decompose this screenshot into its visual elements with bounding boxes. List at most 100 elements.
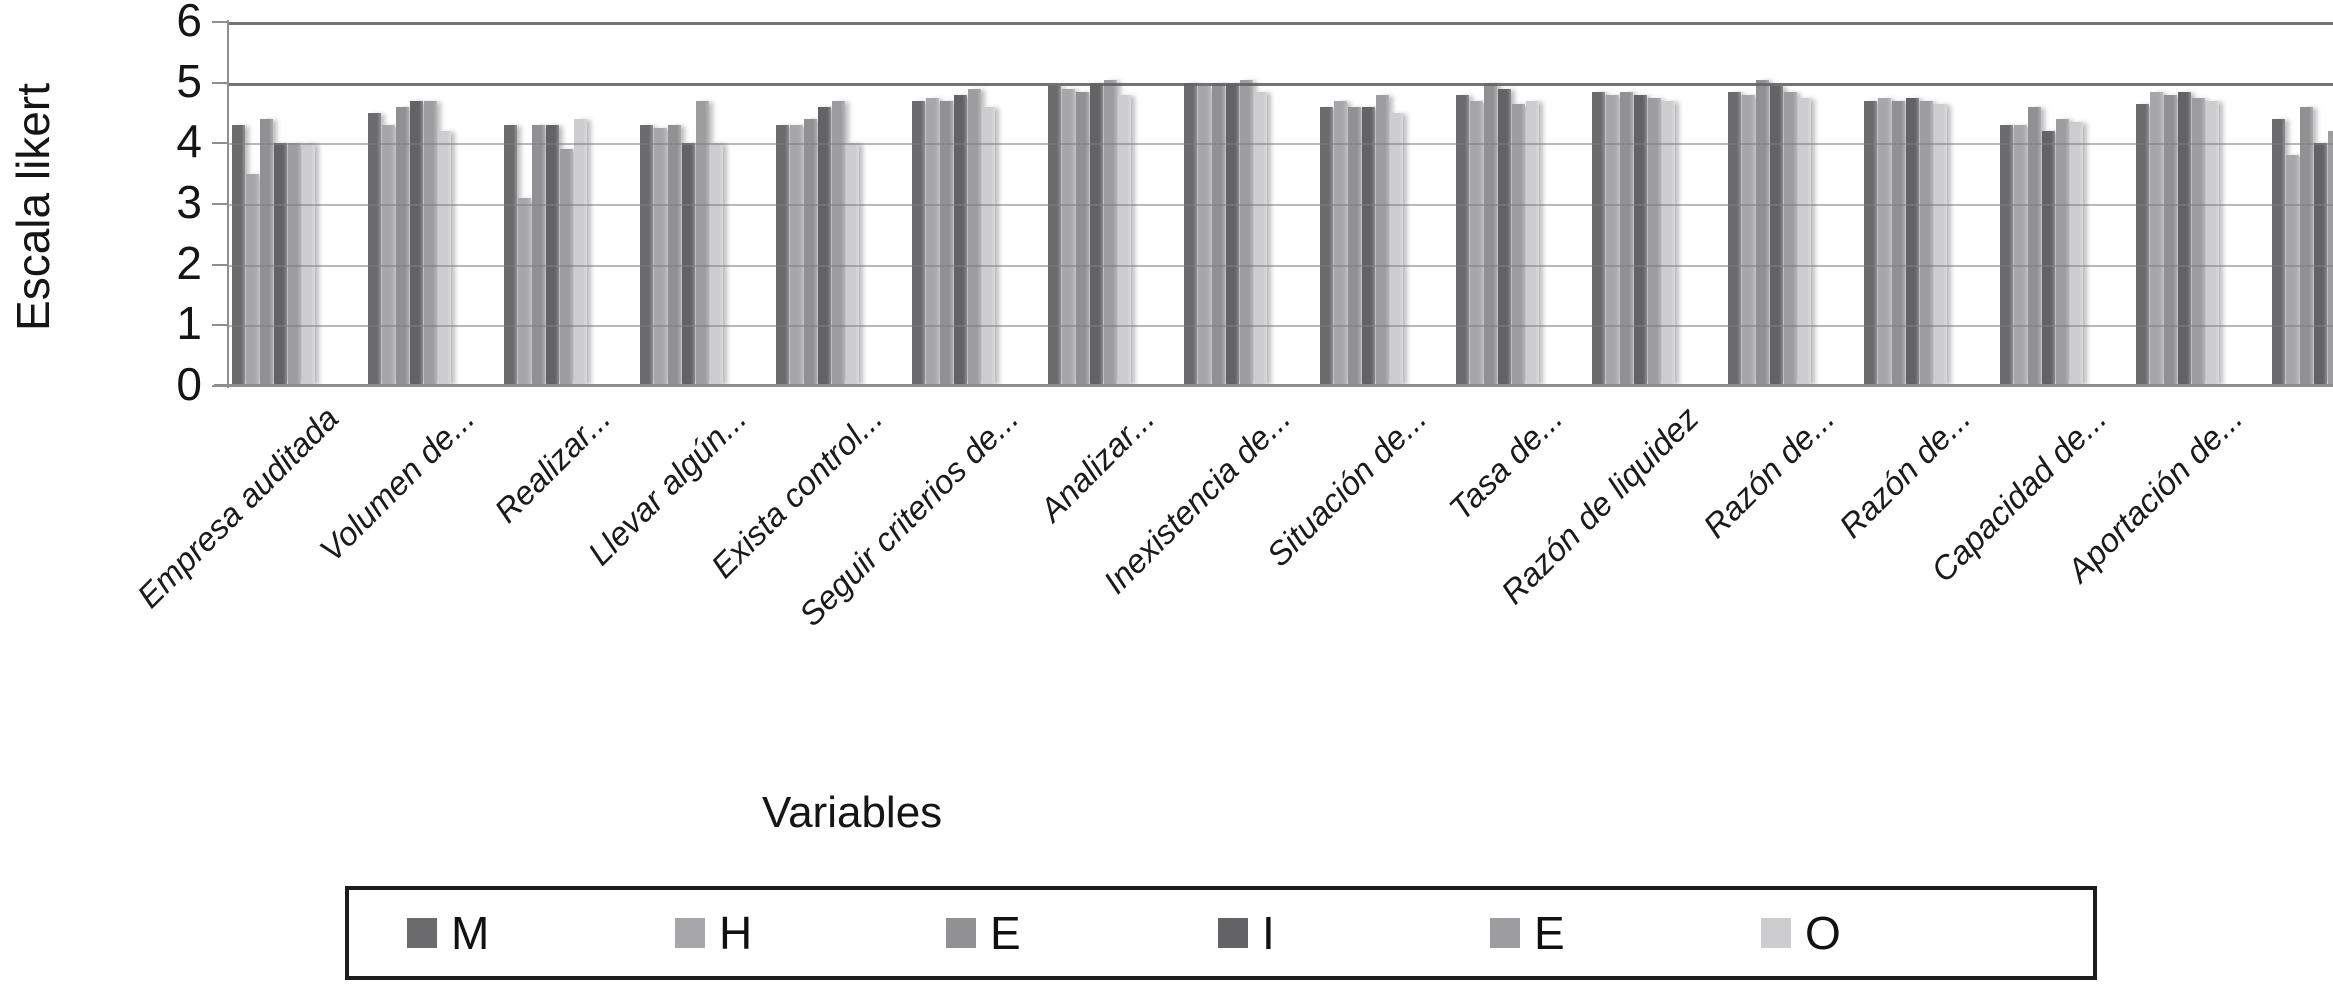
bar [804, 119, 817, 386]
bar [790, 125, 803, 386]
bar [1756, 79, 1769, 386]
bar [982, 106, 995, 386]
gridline [228, 143, 2333, 146]
y-tick-label: 3 [176, 176, 202, 228]
legend-item: H [675, 890, 895, 976]
gridline [228, 22, 2333, 25]
bar [396, 106, 409, 386]
legend-item: O [1761, 890, 1981, 976]
bar [696, 100, 709, 386]
bar [1118, 94, 1131, 386]
bar [1728, 91, 1741, 386]
bar [574, 119, 587, 386]
bar [260, 119, 273, 386]
bar [2178, 91, 2191, 386]
bar [504, 125, 517, 386]
legend-label: H [719, 907, 753, 959]
legend-swatch [1490, 918, 1520, 948]
legend-swatch [407, 918, 437, 948]
bar [1864, 100, 1877, 386]
bar [2272, 119, 2285, 386]
legend-swatch [1218, 918, 1248, 948]
gridline [228, 204, 2333, 206]
bar [940, 100, 953, 386]
bar [232, 125, 245, 386]
bar [518, 197, 531, 386]
y-tick [212, 324, 228, 327]
bar [1240, 79, 1253, 386]
bar [1376, 94, 1389, 386]
bar [1742, 94, 1755, 386]
legend-item: M [407, 890, 627, 976]
y-tick-label: 4 [176, 115, 202, 168]
bar [2150, 91, 2163, 386]
bar [1526, 100, 1539, 386]
bar [1212, 82, 1225, 386]
bar [2136, 103, 2149, 386]
bar [1390, 113, 1403, 386]
bar [2056, 119, 2069, 386]
bar [368, 113, 381, 386]
bar [2164, 94, 2177, 386]
bar [832, 100, 845, 386]
y-tick [212, 142, 228, 145]
bar [1184, 82, 1197, 386]
bar [1770, 85, 1783, 386]
bar [640, 125, 653, 386]
bar [912, 100, 925, 386]
bar [2206, 100, 2219, 386]
bar [1484, 82, 1497, 386]
y-tick [212, 81, 228, 84]
legend-item: I [1218, 890, 1438, 976]
bar [818, 106, 831, 386]
bar [2328, 131, 2333, 386]
bar [532, 125, 545, 386]
bar [2028, 106, 2041, 386]
y-tick [212, 203, 228, 205]
y-tick-label: 6 [176, 0, 202, 46]
bar [1634, 94, 1647, 386]
bar [1592, 91, 1605, 386]
bar [1892, 100, 1905, 386]
bar [1062, 88, 1075, 386]
bar [1662, 100, 1675, 386]
plot-area [228, 22, 2333, 386]
bar [2000, 125, 2013, 386]
bar [1512, 103, 1525, 386]
gridline [228, 264, 2333, 267]
bar [1906, 97, 1919, 386]
bar [438, 131, 451, 386]
bar [2286, 155, 2299, 386]
bar [668, 125, 681, 386]
bar [1090, 82, 1103, 386]
y-tick [212, 385, 228, 387]
y-tick-label: 5 [176, 54, 202, 107]
bar [1784, 91, 1797, 386]
legend-label: E [990, 907, 1021, 959]
bar [1362, 106, 1375, 386]
bar [2014, 125, 2027, 386]
bar [382, 125, 395, 386]
legend-item: E [1490, 890, 1710, 976]
gridline [228, 82, 2333, 86]
y-axis-title: Escala likert [7, 83, 59, 331]
legend-label: I [1262, 907, 1275, 959]
y-tick-label: 0 [176, 358, 202, 410]
bar [1104, 79, 1117, 386]
bar [1254, 91, 1267, 386]
bar [654, 128, 667, 386]
bar [1934, 103, 1947, 386]
bar [1076, 91, 1089, 386]
bar [968, 88, 981, 386]
bar [1470, 100, 1483, 386]
y-tick-label: 1 [176, 297, 202, 350]
bar [2192, 97, 2205, 386]
y-tick [212, 263, 228, 266]
bar [1878, 97, 1891, 386]
bar [546, 125, 559, 386]
legend-swatch [675, 918, 705, 948]
bar [424, 100, 437, 386]
bar [1920, 100, 1933, 386]
x-axis-line [214, 384, 2333, 387]
bar [1456, 94, 1469, 386]
